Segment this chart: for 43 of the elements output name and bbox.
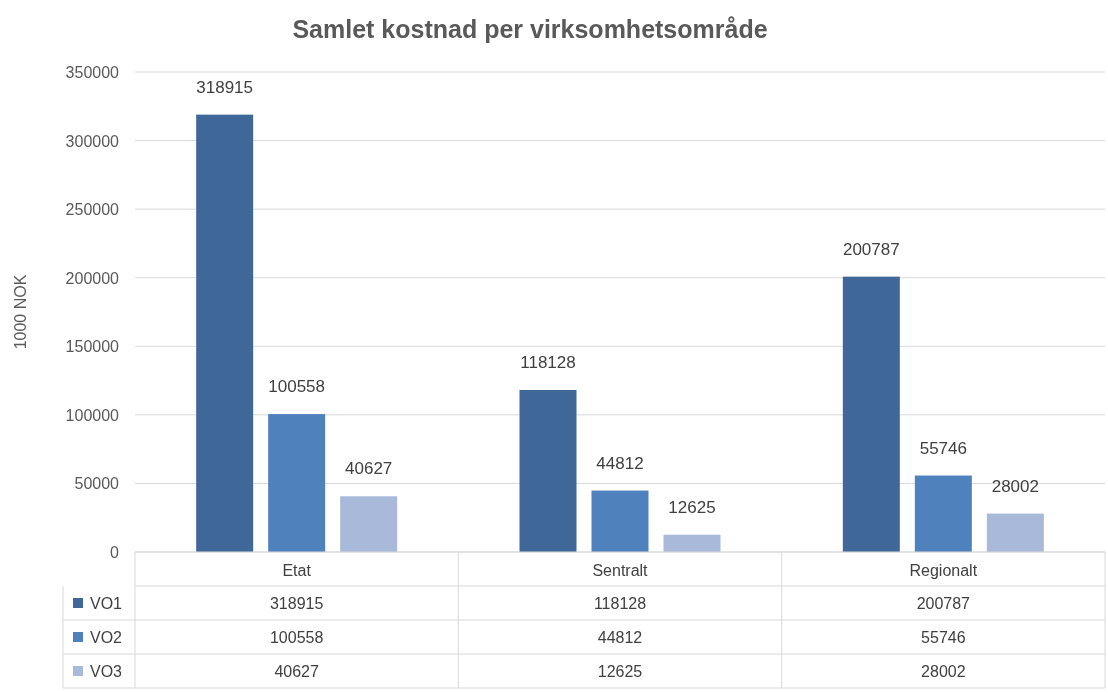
bar — [519, 390, 577, 552]
text: 118128 — [593, 595, 647, 612]
text: 200787 — [916, 595, 971, 612]
text: 28002 — [921, 663, 966, 680]
text: 40627 — [274, 663, 320, 680]
text: 12625 — [597, 663, 643, 680]
data-label: 12625 — [668, 497, 716, 517]
y-tick-label: 350000 — [65, 64, 120, 81]
bar — [591, 490, 649, 552]
bar — [340, 496, 398, 552]
y-tick-label: 200000 — [65, 269, 120, 287]
y-tick-label: 250000 — [65, 201, 120, 219]
text: 100558 — [269, 629, 324, 646]
y-tick-label: 150000 — [65, 338, 120, 356]
text: 44812 — [597, 629, 643, 646]
bar — [196, 114, 254, 552]
y-tick-label: 300000 — [65, 132, 120, 150]
bar — [663, 534, 721, 552]
data-label: 55746 — [919, 438, 967, 458]
bar — [914, 475, 972, 552]
y-tick-label: 100000 — [65, 406, 120, 424]
bar — [268, 414, 326, 552]
data-label: 200787 — [842, 239, 900, 259]
y-tick-label: 50000 — [74, 475, 120, 493]
data-label: 100558 — [268, 377, 326, 397]
x-tick-label: Etat — [282, 562, 312, 579]
data-label: 318915 — [196, 77, 254, 97]
bar — [986, 513, 1044, 552]
data-label: 118128 — [520, 353, 576, 372]
text: 318915 — [269, 595, 324, 612]
chart-title: Samlet kostnad per virksomhetsområde — [292, 15, 768, 43]
legend-label: VO3 — [90, 663, 123, 680]
y-tick-label: 0 — [110, 544, 120, 561]
legend-label: VO2 — [90, 629, 123, 646]
data-label: 28002 — [991, 476, 1039, 496]
y-axis-title: 1000 NOK — [12, 274, 29, 350]
x-tick-label: Sentralt — [592, 562, 649, 579]
data-label: 44812 — [596, 453, 644, 473]
data-label: 40627 — [345, 459, 393, 479]
x-tick-label: Regionalt — [909, 562, 978, 579]
text: 55746 — [921, 629, 966, 646]
bar — [842, 276, 900, 552]
legend-label: VO1 — [90, 595, 123, 612]
